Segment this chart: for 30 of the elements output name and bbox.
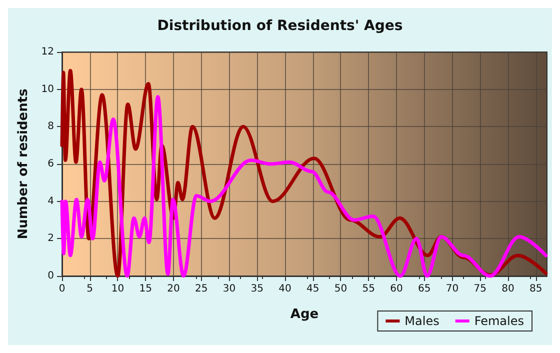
- x-tick-label: 45: [306, 284, 320, 294]
- x-tick-label: 15: [139, 284, 152, 294]
- x-tick-label: 35: [250, 284, 264, 294]
- x-tick-label: 40: [278, 284, 292, 294]
- x-tick-label: 20: [167, 284, 180, 294]
- y-tick-label: 0: [48, 270, 54, 282]
- y-tick-label: 2: [48, 233, 54, 244]
- x-tick-label: 85: [529, 284, 542, 294]
- x-tick-label: 65: [418, 284, 431, 294]
- x-tick-label: 5: [86, 284, 94, 294]
- y-tick-label: 10: [41, 84, 54, 95]
- x-tick-label: 60: [390, 284, 403, 294]
- x-tick-label: 55: [362, 284, 375, 294]
- y-tick-label: 6: [48, 158, 54, 170]
- x-tick-label: 50: [334, 284, 348, 294]
- legend-label: Females: [474, 314, 524, 328]
- x-tick-label: 80: [502, 284, 514, 294]
- x-tick-label: 25: [195, 284, 208, 294]
- y-tick-label: 8: [48, 121, 54, 132]
- y-axis-title: Number of residents: [16, 88, 31, 240]
- x-tick-label: 30: [222, 284, 236, 294]
- y-tick-label: 12: [41, 46, 54, 58]
- x-tick-label: 70: [446, 284, 459, 294]
- x-axis-title: Age: [290, 307, 319, 322]
- chart-title: Distribution of Residents' Ages: [157, 18, 403, 34]
- x-tick-label: 10: [111, 284, 124, 294]
- legend-label: Males: [404, 314, 440, 328]
- x-tick-label: 75: [474, 284, 486, 294]
- x-tick-label: 0: [58, 284, 66, 294]
- y-tick-label: 4: [48, 196, 54, 207]
